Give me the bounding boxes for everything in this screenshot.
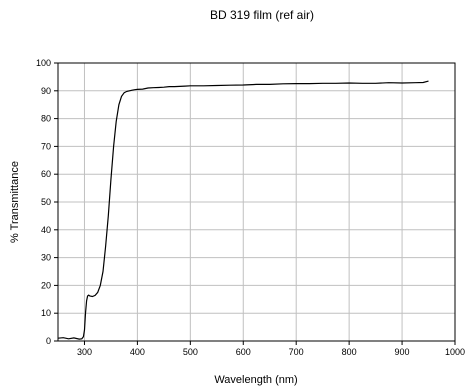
x-tick-label: 300 (77, 347, 92, 357)
x-tick-label: 400 (130, 347, 145, 357)
x-tick-label: 900 (395, 347, 410, 357)
y-tick-label: 80 (41, 114, 51, 124)
y-tick-label: 40 (41, 225, 51, 235)
y-tick-label: 10 (41, 308, 51, 318)
y-axis-label: % Transmittance (9, 161, 21, 243)
y-tick-label: 50 (41, 197, 51, 207)
series-line (57, 80, 429, 340)
y-tick-label: 60 (41, 169, 51, 179)
x-tick-label: 1000 (445, 347, 465, 357)
y-tick-label: 20 (41, 280, 51, 290)
y-tick-label: 70 (41, 141, 51, 151)
x-tick-label: 800 (342, 347, 357, 357)
x-tick-label: 500 (183, 347, 198, 357)
x-tick-label: 700 (289, 347, 304, 357)
y-tick-label: 0 (46, 336, 51, 346)
y-tick-label: 100 (36, 58, 51, 68)
chart-title: BD 319 film (ref air) (210, 8, 314, 22)
x-axis-label: Wavelength (nm) (214, 374, 297, 386)
y-tick-label: 90 (41, 86, 51, 96)
y-tick-label: 30 (41, 253, 51, 263)
x-tick-label: 600 (236, 347, 251, 357)
